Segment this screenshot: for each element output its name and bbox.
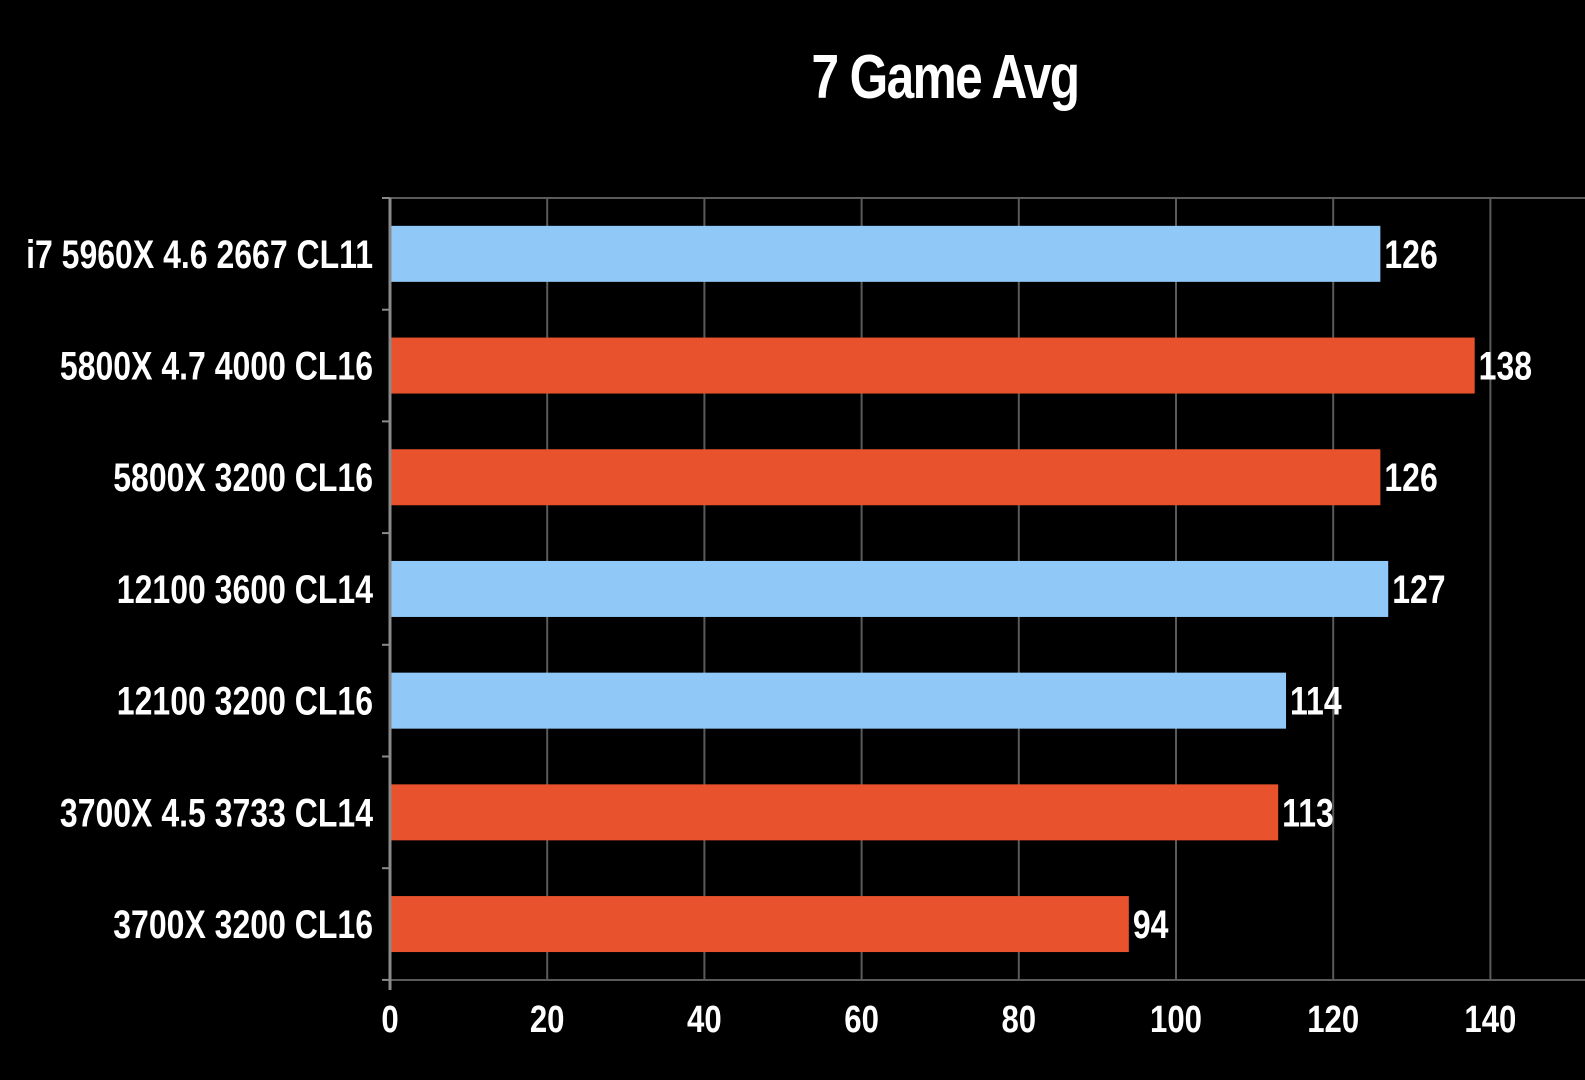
x-tick-label: 20 bbox=[530, 999, 565, 1041]
x-tick-label: 60 bbox=[844, 999, 879, 1041]
bar bbox=[390, 784, 1279, 841]
x-tick-label: 0 bbox=[381, 999, 398, 1041]
data-label: 126 bbox=[1384, 231, 1437, 276]
bar bbox=[390, 672, 1287, 729]
bar bbox=[390, 560, 1389, 617]
bar bbox=[390, 225, 1381, 282]
data-label: 127 bbox=[1392, 567, 1445, 612]
x-tick-label: 120 bbox=[1307, 999, 1359, 1041]
category-label: 3700X 4.5 3733 CL14 bbox=[60, 790, 373, 835]
x-tick-label: 40 bbox=[687, 999, 722, 1041]
axes bbox=[382, 197, 1585, 990]
category-label: 5800X 4.7 4000 CL16 bbox=[60, 343, 373, 388]
data-label: 126 bbox=[1384, 455, 1437, 500]
category-label: 12100 3200 CL16 bbox=[117, 678, 373, 723]
bar bbox=[390, 337, 1475, 394]
category-label: i7 5960X 4.6 2667 CL11 bbox=[26, 231, 373, 276]
category-label: 5800X 3200 CL16 bbox=[113, 455, 373, 500]
x-tick-label: 140 bbox=[1464, 999, 1516, 1041]
bar bbox=[390, 449, 1381, 506]
category-label: 12100 3600 CL14 bbox=[117, 567, 373, 612]
data-label: 114 bbox=[1290, 678, 1342, 723]
x-tick-label: 80 bbox=[1001, 999, 1036, 1041]
bars bbox=[390, 225, 1475, 953]
data-label: 138 bbox=[1479, 343, 1532, 388]
bar bbox=[390, 896, 1129, 953]
data-label: 94 bbox=[1133, 902, 1169, 947]
labels: 0 20 40 60 80 100 120 140 i7 5960X 4.6 2667 CL11… bbox=[26, 231, 1532, 1040]
data-label: 113 bbox=[1282, 790, 1334, 835]
category-label: 3700X 3200 CL16 bbox=[113, 902, 373, 947]
chart-title: 7 Game Avg bbox=[811, 43, 1080, 112]
x-tick-label: 100 bbox=[1150, 999, 1202, 1041]
